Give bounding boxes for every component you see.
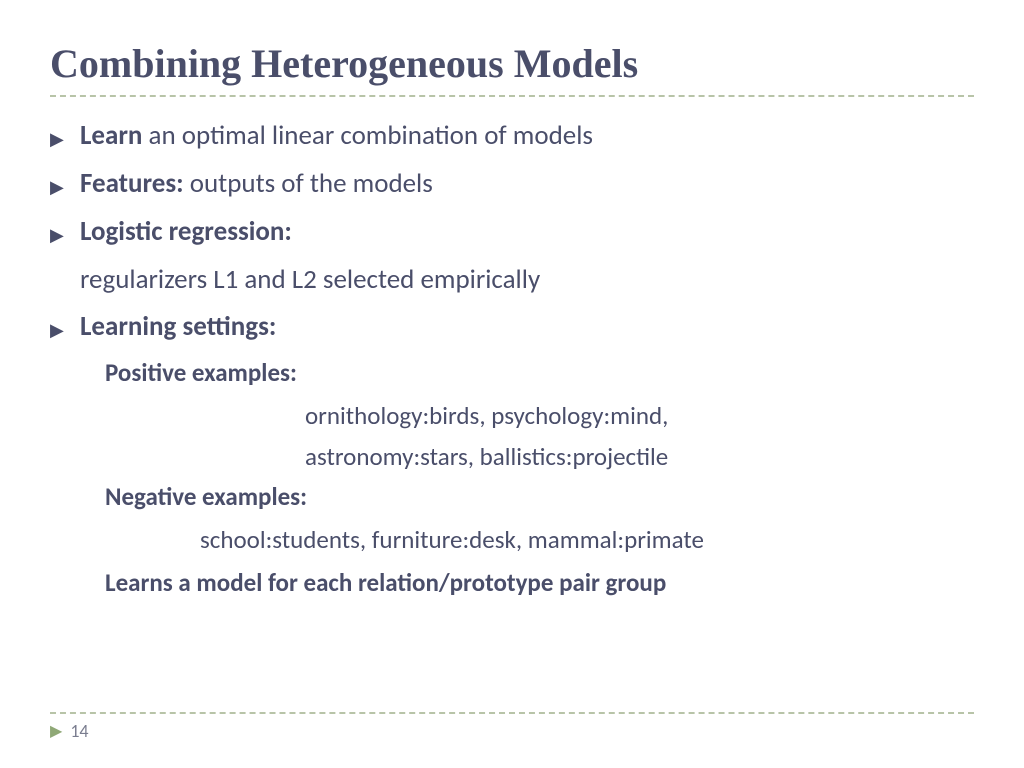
title-divider [50,95,974,97]
bullet-1-text: Learn an optimal linear combination of m… [80,115,974,157]
bullet-2-bold: Features: [80,167,190,200]
bullet-3-sub: regularizers L1 and L2 selected empirica… [80,259,974,301]
negative-examples-line-1: school:students, furniture:desk, mammal:… [200,521,974,560]
positive-examples-line-2: astronomy:stars, ballistics:projectile [305,438,974,477]
bullet-4-text: Learning settings: [80,306,974,348]
learns-line: Learns a model for each relation/prototy… [105,564,974,603]
learns-bold: Learns a model for each relation/prototy… [105,567,666,598]
negative-examples-bold: Negative examples: [105,481,307,512]
bullet-2: ▶ Features: outputs of the models [50,163,974,205]
bullet-3: ▶ Logistic regression: [50,211,974,253]
bullet-1: ▶ Learn an optimal linear combination of… [50,115,974,157]
positive-examples-line-1: ornithology:birds, psychology:mind, [305,397,974,436]
bullet-3-text: Logistic regression: [80,211,974,253]
page-arrow-icon: ▶ [50,721,62,741]
slide-content: ▶ Learn an optimal linear combination of… [50,115,974,603]
slide-footer: ▶ 14 [50,712,974,742]
bullet-2-text: Features: outputs of the models [80,163,974,205]
slide-title: Combining Heterogeneous Models [50,40,974,87]
page-number: 14 [70,720,88,742]
bullet-marker-icon: ▶ [50,126,80,154]
positive-examples-bold: Positive examples: [105,357,297,388]
footer-divider [50,712,974,714]
slide: Combining Heterogeneous Models ▶ Learn a… [0,0,1024,768]
bullet-1-bold: Learn [80,119,142,152]
bullet-1-rest: an optimal linear combination of models [142,119,593,152]
bullet-marker-icon: ▶ [50,317,80,345]
bullet-2-rest: outputs of the models [190,167,433,200]
bullet-3-bold: Logistic regression: [80,215,292,248]
negative-examples-label: Negative examples: [105,478,974,517]
bullet-4: ▶ Learning settings: [50,306,974,348]
page-indicator: ▶ 14 [50,720,974,742]
bullet-marker-icon: ▶ [50,174,80,202]
bullet-marker-icon: ▶ [50,222,80,250]
bullet-4-bold: Learning settings: [80,310,276,343]
positive-examples-label: Positive examples: [105,354,974,393]
